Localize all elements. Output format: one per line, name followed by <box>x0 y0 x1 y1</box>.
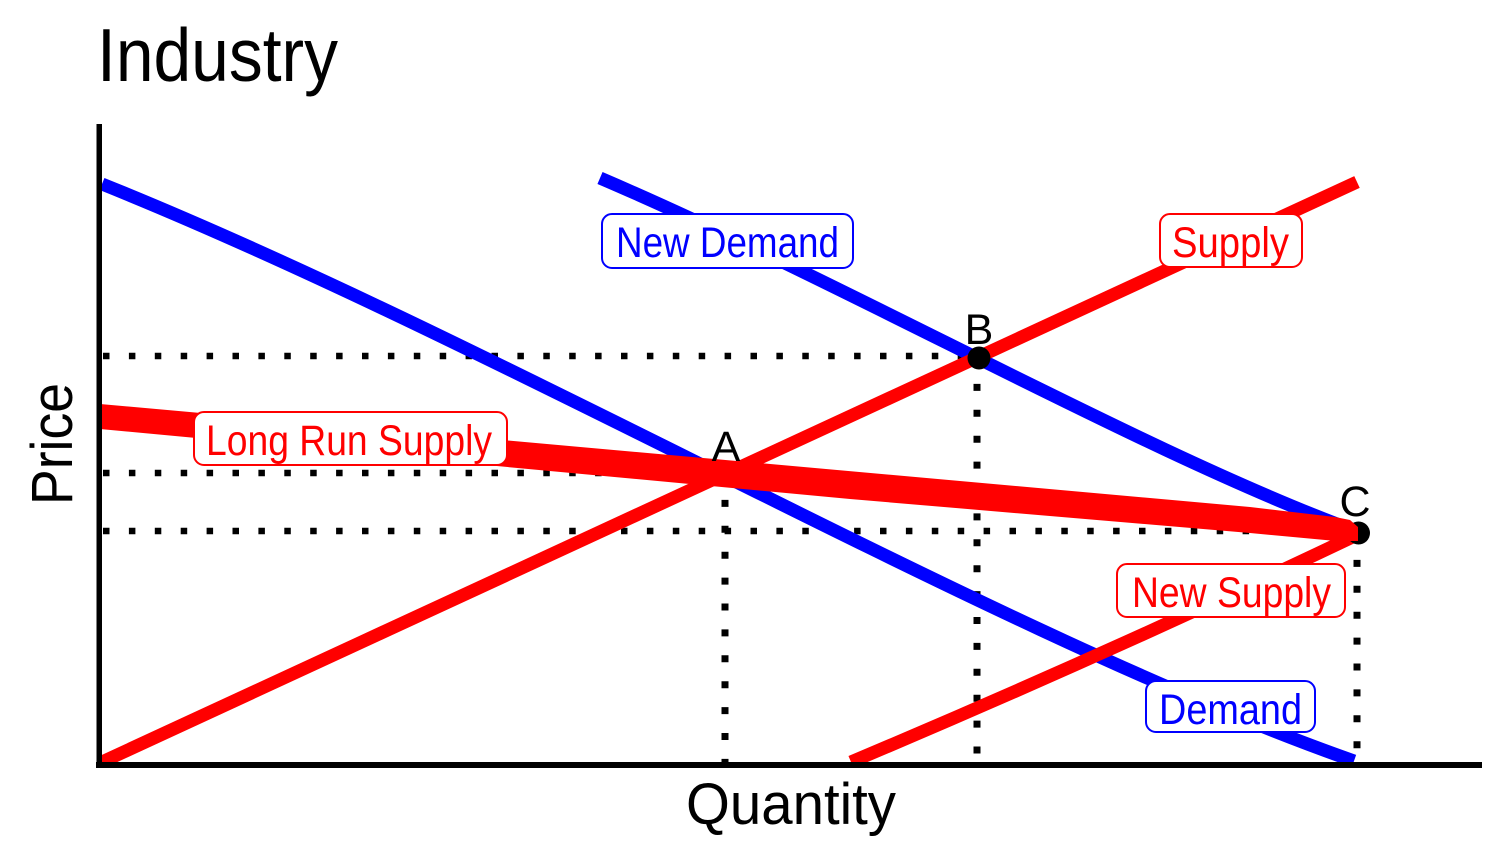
svg-text:New Demand: New Demand <box>616 219 839 267</box>
svg-text:Quantity: Quantity <box>686 772 896 837</box>
svg-text:Industry: Industry <box>97 13 338 97</box>
svg-text:C: C <box>1339 478 1370 526</box>
svg-text:A: A <box>712 423 741 471</box>
svg-text:Price: Price <box>20 383 85 505</box>
svg-text:B: B <box>965 306 994 354</box>
svg-text:Long Run Supply: Long Run Supply <box>206 417 492 465</box>
svg-text:New Supply: New Supply <box>1132 569 1331 617</box>
svg-text:Demand: Demand <box>1159 686 1302 734</box>
svg-text:Supply: Supply <box>1172 219 1289 267</box>
